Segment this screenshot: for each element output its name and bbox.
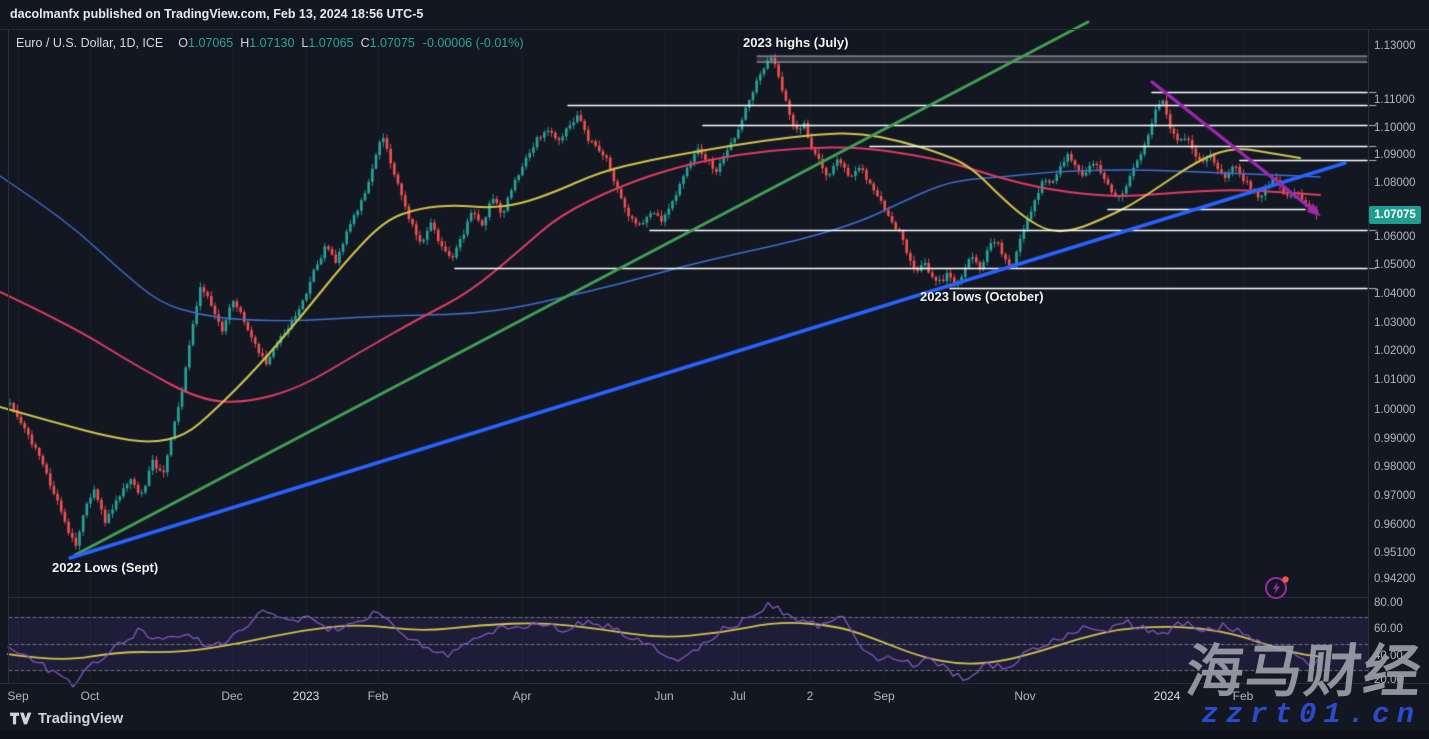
price-axis-label: 1.03000	[1374, 317, 1416, 329]
idea-flash-icon[interactable]	[1263, 574, 1291, 600]
time-axis-label: Apr	[512, 689, 532, 703]
price-axis-label: 1.13000	[1374, 40, 1416, 52]
badge-price: 1.07075	[1369, 206, 1421, 224]
price-axis-label: 1.04000	[1374, 288, 1416, 300]
open-value: 1.07065	[188, 36, 234, 50]
tradingview-logo-text: TradingView	[38, 710, 124, 727]
price-axis-label: 0.97000	[1374, 490, 1416, 502]
change-value: -0.00006 (-0.01%)	[422, 36, 524, 50]
timeaxis-border	[0, 683, 1429, 684]
time-axis-label: Feb	[367, 689, 389, 703]
price-axis-label: 1.10000	[1374, 122, 1416, 134]
publish-info-text: dacolmanfx published on TradingView.com,…	[10, 7, 424, 21]
rsi-axis-label: 80.00	[1374, 597, 1403, 609]
time-axis-label: 2024	[1153, 689, 1181, 703]
rsi-axis-label: 60.00	[1374, 623, 1403, 635]
watermark-cjk-text: 海马财经	[1183, 640, 1426, 704]
low-value: 1.07065	[308, 36, 354, 50]
publish-topbar: dacolmanfx published on TradingView.com,…	[0, 0, 1429, 30]
open-label: O	[178, 36, 189, 50]
close-value: 1.07075	[369, 36, 415, 50]
time-axis-label: Sep	[7, 689, 29, 703]
price-axis-label: 0.99000	[1374, 433, 1416, 445]
pane-left-border	[8, 30, 9, 683]
price-axis-label: 1.00000	[1374, 404, 1416, 416]
tradingview-logo[interactable]: TradingView	[10, 710, 123, 727]
price-axis-label: 1.06000	[1374, 231, 1416, 243]
low-label: L	[301, 36, 309, 50]
price-axis-label: 0.96000	[1374, 519, 1416, 531]
annotation-2022-lows: 2022 Lows (Sept)	[52, 560, 159, 575]
price-axis-label: 1.11000	[1374, 94, 1415, 106]
tradingview-logo-icon	[10, 712, 32, 725]
chart-legend[interactable]: Euro / U.S. Dollar, 1D, ICE O1.07065 H1.07…	[16, 36, 524, 50]
price-axis-label: 1.01000	[1374, 374, 1416, 386]
time-axis-label: 2023	[292, 689, 320, 703]
close-label: C	[360, 36, 370, 50]
price-axis-label: 0.94200	[1374, 573, 1416, 585]
time-axis-label: Nov	[1014, 689, 1036, 703]
time-axis-label: Jun	[654, 689, 674, 703]
price-axis-label: 0.98000	[1374, 461, 1416, 473]
pane-separator	[8, 597, 1368, 598]
time-axis-label: Oct	[80, 689, 100, 703]
axis-separator	[1368, 30, 1369, 683]
price-axis-label: 1.09000	[1374, 149, 1416, 161]
price-axis-label: 1.08000	[1374, 177, 1416, 189]
rsi-axis-label: 40.00	[1374, 650, 1403, 662]
time-axis-label: Sep	[873, 689, 895, 703]
high-label: H	[240, 36, 250, 50]
time-axis-label: Dec	[221, 689, 243, 703]
time-axis-label: 2	[806, 689, 814, 703]
high-value: 1.07130	[249, 36, 295, 50]
price-axis-label: 0.95100	[1374, 547, 1416, 559]
annotation-2023-lows: 2023 lows (October)	[920, 289, 1044, 304]
symbol-title[interactable]: Euro / U.S. Dollar, 1D, ICE	[16, 36, 164, 50]
watermark-url-text: zzrt01.cn	[1201, 698, 1421, 731]
price-axis-label: 1.05000	[1374, 259, 1416, 271]
annotation-2023-highs: 2023 highs (July)	[743, 35, 849, 50]
time-axis-label: Feb	[1232, 689, 1254, 703]
bottom-strip	[0, 731, 1429, 739]
price-axis-label: 1.02000	[1374, 345, 1416, 357]
time-axis-label: Jul	[730, 689, 746, 703]
